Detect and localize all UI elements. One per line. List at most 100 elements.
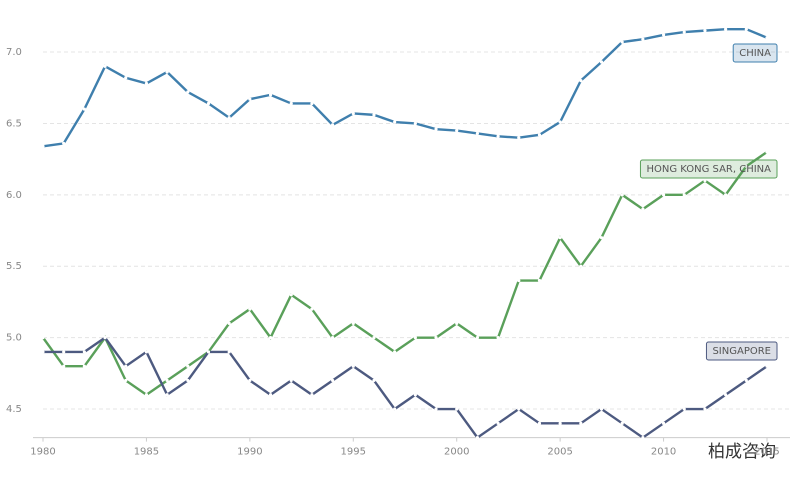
- point: [413, 393, 417, 397]
- point: [248, 97, 252, 101]
- point: [558, 236, 562, 240]
- point: [496, 134, 500, 138]
- point: [103, 64, 107, 68]
- x-tick-label: 2005: [547, 447, 572, 458]
- series-label-box: [639, 159, 778, 179]
- point: [682, 30, 686, 34]
- x-tick-label: 2015: [754, 447, 779, 458]
- point: [351, 111, 355, 116]
- point: [765, 36, 769, 40]
- point: [703, 29, 707, 33]
- x-tick-label: 1980: [30, 447, 55, 458]
- point: [227, 116, 231, 120]
- point: [641, 436, 645, 440]
- point: [537, 421, 542, 425]
- point: [144, 81, 149, 86]
- point: [641, 37, 645, 41]
- point: [599, 60, 604, 64]
- point: [41, 336, 45, 340]
- point: [82, 107, 86, 111]
- point: [620, 40, 624, 44]
- y-tick-label: 4.5: [6, 404, 22, 415]
- series-line: [42, 27, 768, 148]
- point: [393, 407, 397, 411]
- point: [620, 421, 624, 425]
- y-tick-label: 6.0: [6, 190, 22, 201]
- x-tick-label: 1990: [237, 447, 262, 458]
- series-label: HONG KONG SAR, CHINA: [639, 159, 778, 179]
- point: [372, 113, 376, 117]
- point: [496, 336, 500, 340]
- point: [268, 93, 273, 97]
- point: [558, 421, 562, 425]
- point: [372, 336, 376, 340]
- point: [372, 378, 376, 383]
- point: [268, 393, 273, 397]
- point: [661, 193, 666, 197]
- watermark: 柏成咨询: [708, 442, 776, 462]
- point: [124, 378, 128, 383]
- point: [41, 144, 45, 148]
- point: [310, 101, 314, 106]
- point: [661, 33, 666, 37]
- point: [475, 131, 479, 136]
- point: [62, 350, 66, 354]
- point: [289, 101, 293, 106]
- series-label-text: CHINA: [739, 48, 771, 59]
- point: [310, 393, 314, 397]
- point: [248, 307, 252, 311]
- point: [165, 378, 169, 383]
- point: [744, 164, 748, 168]
- y-tick-label: 7.0: [6, 47, 22, 58]
- point: [186, 90, 190, 94]
- point: [724, 27, 728, 31]
- point: [641, 207, 645, 211]
- point: [455, 321, 459, 325]
- point: [165, 70, 169, 74]
- y-tick-label: 5.0: [6, 333, 22, 344]
- point: [661, 421, 666, 425]
- point: [517, 278, 521, 283]
- point: [289, 293, 293, 297]
- point: [537, 133, 542, 137]
- point: [744, 378, 748, 383]
- series-label-text: HONG KONG SAR, CHINA: [646, 164, 771, 175]
- point: [703, 407, 707, 411]
- point: [475, 436, 479, 440]
- point: [579, 264, 583, 268]
- point: [289, 378, 293, 383]
- y-tick-label: 6.5: [6, 118, 22, 129]
- point: [206, 101, 211, 106]
- x-tick-label: 2000: [444, 447, 469, 458]
- point: [496, 421, 500, 425]
- point: [765, 364, 769, 368]
- point: [475, 336, 479, 340]
- point: [703, 178, 707, 183]
- point: [517, 407, 521, 411]
- x-tick-label: 1995: [341, 447, 366, 458]
- point: [579, 79, 583, 83]
- point: [41, 350, 45, 354]
- series-label-box: [732, 43, 778, 63]
- point: [558, 120, 562, 124]
- point: [165, 393, 169, 397]
- series-line: [43, 335, 768, 440]
- point: [227, 321, 231, 325]
- x-tick-label: 2010: [651, 447, 676, 458]
- point: [579, 421, 583, 425]
- point: [393, 120, 397, 124]
- point: [82, 364, 86, 368]
- series-label-text: SINGAPORE: [712, 346, 771, 357]
- point: [186, 378, 190, 383]
- point: [248, 378, 252, 383]
- point: [620, 193, 624, 197]
- point: [227, 350, 231, 354]
- point: [517, 136, 521, 140]
- point: [599, 407, 604, 411]
- series-line: [42, 151, 768, 397]
- point: [331, 123, 335, 127]
- point: [62, 364, 66, 368]
- point: [206, 350, 211, 354]
- point: [434, 336, 438, 340]
